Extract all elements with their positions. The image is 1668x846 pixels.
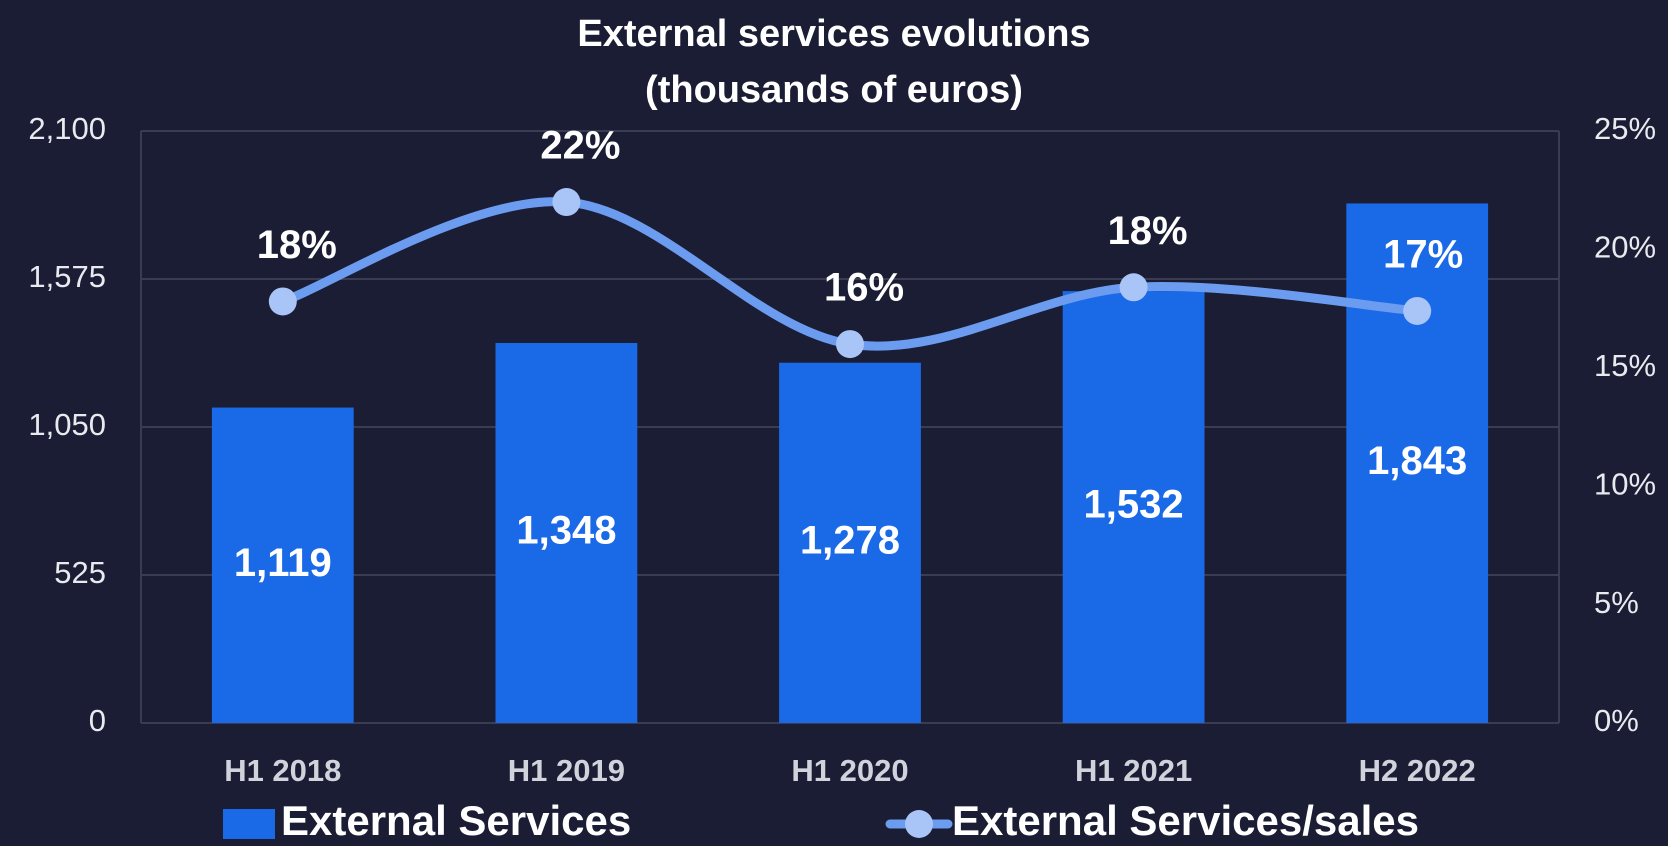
y2-tick-label: 5% bbox=[1594, 585, 1639, 620]
bar-value-label: 1,843 bbox=[1367, 439, 1467, 483]
line-marker bbox=[836, 330, 864, 359]
y-tick-label: 1,050 bbox=[28, 407, 106, 442]
line-value-label: 18% bbox=[257, 223, 337, 267]
line-marker bbox=[268, 287, 297, 316]
bar-value-label: 1,532 bbox=[1084, 483, 1184, 527]
x-tick-label: H1 2019 bbox=[508, 753, 625, 788]
y-tick-label: 2,100 bbox=[28, 111, 106, 146]
line-marker bbox=[552, 188, 581, 217]
chart-title: External services evolutions bbox=[577, 13, 1090, 55]
line-value-label: 16% bbox=[824, 266, 904, 310]
bar bbox=[779, 362, 921, 723]
y-tick-label: 0 bbox=[89, 703, 106, 738]
y2-tick-label: 0% bbox=[1594, 703, 1639, 738]
y2-tick-label: 10% bbox=[1594, 466, 1656, 501]
x-tick-label: H1 2020 bbox=[791, 753, 908, 788]
y-tick-label: 525 bbox=[54, 555, 106, 590]
bar-value-label: 1,119 bbox=[234, 541, 332, 585]
bar-value-label: 1,278 bbox=[800, 518, 900, 562]
bar bbox=[1062, 291, 1205, 723]
x-tick-label: H1 2021 bbox=[1075, 753, 1192, 788]
line-marker bbox=[1119, 273, 1148, 302]
line-marker bbox=[1403, 296, 1432, 325]
legend-swatch bbox=[905, 810, 933, 838]
line-value-label: 22% bbox=[540, 124, 620, 168]
y2-tick-label: 15% bbox=[1594, 348, 1656, 383]
chart-subtitle: (thousands of euros) bbox=[645, 69, 1023, 111]
legend-label: External Services bbox=[281, 797, 631, 844]
x-tick-label: H2 2022 bbox=[1359, 753, 1476, 788]
bar bbox=[211, 407, 354, 723]
y2-tick-label: 25% bbox=[1594, 111, 1656, 146]
y2-tick-label: 20% bbox=[1594, 230, 1656, 265]
line-value-label: 18% bbox=[1108, 209, 1188, 253]
bar bbox=[495, 342, 638, 723]
bar bbox=[1346, 203, 1489, 723]
x-tick-label: H1 2018 bbox=[224, 753, 341, 788]
line-value-label: 17% bbox=[1383, 233, 1463, 277]
legend-swatch bbox=[223, 809, 275, 839]
bar-value-label: 1,348 bbox=[516, 509, 616, 553]
y-tick-label: 1,575 bbox=[28, 259, 106, 294]
legend-label: External Services/sales bbox=[952, 797, 1419, 844]
